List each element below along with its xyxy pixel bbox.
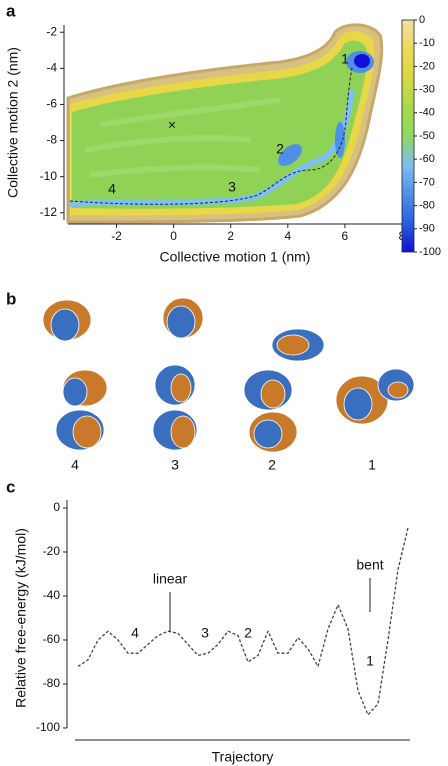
annotation: 1 bbox=[366, 653, 374, 669]
y-tick-label: -12 bbox=[40, 205, 58, 219]
colorbar-tick-label: -80 bbox=[419, 200, 435, 212]
structure-label: 4 bbox=[71, 457, 79, 473]
annotation: 3 bbox=[201, 625, 209, 641]
panel-label: b bbox=[6, 289, 16, 308]
y-tick-label: -100 bbox=[36, 720, 60, 734]
colorbar-tick-label: -40 bbox=[419, 107, 435, 119]
structure-label: 1 bbox=[368, 457, 376, 473]
annotation: bent bbox=[356, 557, 383, 573]
structure-label: 2 bbox=[268, 457, 276, 473]
colorbar bbox=[401, 19, 415, 253]
y-tick-label: -2 bbox=[46, 24, 57, 38]
colorbar-tick-label: 0 bbox=[419, 14, 425, 26]
y-tick-label: -8 bbox=[46, 133, 57, 147]
annotation: 3 bbox=[228, 179, 236, 195]
protein-structures bbox=[42, 297, 415, 453]
panel-label: c bbox=[6, 477, 15, 496]
colorbar-tick-label: -30 bbox=[419, 84, 435, 96]
x-tick-label: 0 bbox=[170, 229, 177, 243]
y-axis-label: Collective motion 2 (nm) bbox=[5, 47, 21, 198]
x-tick-label: 2 bbox=[227, 229, 234, 243]
x-axis-label: Collective motion 1 (nm) bbox=[160, 249, 311, 265]
y-tick-label: -4 bbox=[46, 61, 57, 75]
x-tick-label: 4 bbox=[284, 229, 291, 243]
y-tick-label: -10 bbox=[40, 169, 58, 183]
y-tick-label: -6 bbox=[46, 97, 57, 111]
colorbar-tick-label: -70 bbox=[419, 176, 435, 188]
line-series bbox=[77, 527, 409, 716]
annotation: linear bbox=[153, 571, 188, 587]
colorbar-tick-label: -60 bbox=[419, 153, 435, 165]
annotation: 2 bbox=[244, 625, 252, 641]
colorbar-tick-label: -90 bbox=[419, 223, 435, 235]
x-tick-label: 6 bbox=[342, 229, 349, 243]
annotation: 4 bbox=[108, 181, 116, 197]
x-tick-label: -2 bbox=[111, 229, 122, 243]
annotation: 2 bbox=[276, 141, 284, 157]
y-axis-label: Relative free-energy (kJ/mol) bbox=[13, 528, 29, 708]
x-axis-label: Trajectory bbox=[212, 749, 274, 765]
panel-label: a bbox=[6, 1, 16, 20]
annotation: 1 bbox=[341, 51, 349, 67]
y-tick-label: -60 bbox=[43, 632, 61, 646]
colorbar-tick-label: -10 bbox=[419, 37, 435, 49]
y-tick-label: -20 bbox=[43, 544, 61, 558]
y-tick-label: 0 bbox=[53, 500, 60, 514]
annotation: × bbox=[168, 117, 176, 133]
y-tick-label: -80 bbox=[43, 676, 61, 690]
colorbar-tick-label: -100 bbox=[419, 246, 441, 258]
colorbar-tick-label: -20 bbox=[419, 60, 435, 72]
colorbar-tick-label: -50 bbox=[419, 130, 435, 142]
landscape bbox=[66, 23, 384, 224]
y-tick-label: -40 bbox=[43, 588, 61, 602]
structure-label: 3 bbox=[171, 457, 179, 473]
annotation: 4 bbox=[131, 625, 139, 641]
